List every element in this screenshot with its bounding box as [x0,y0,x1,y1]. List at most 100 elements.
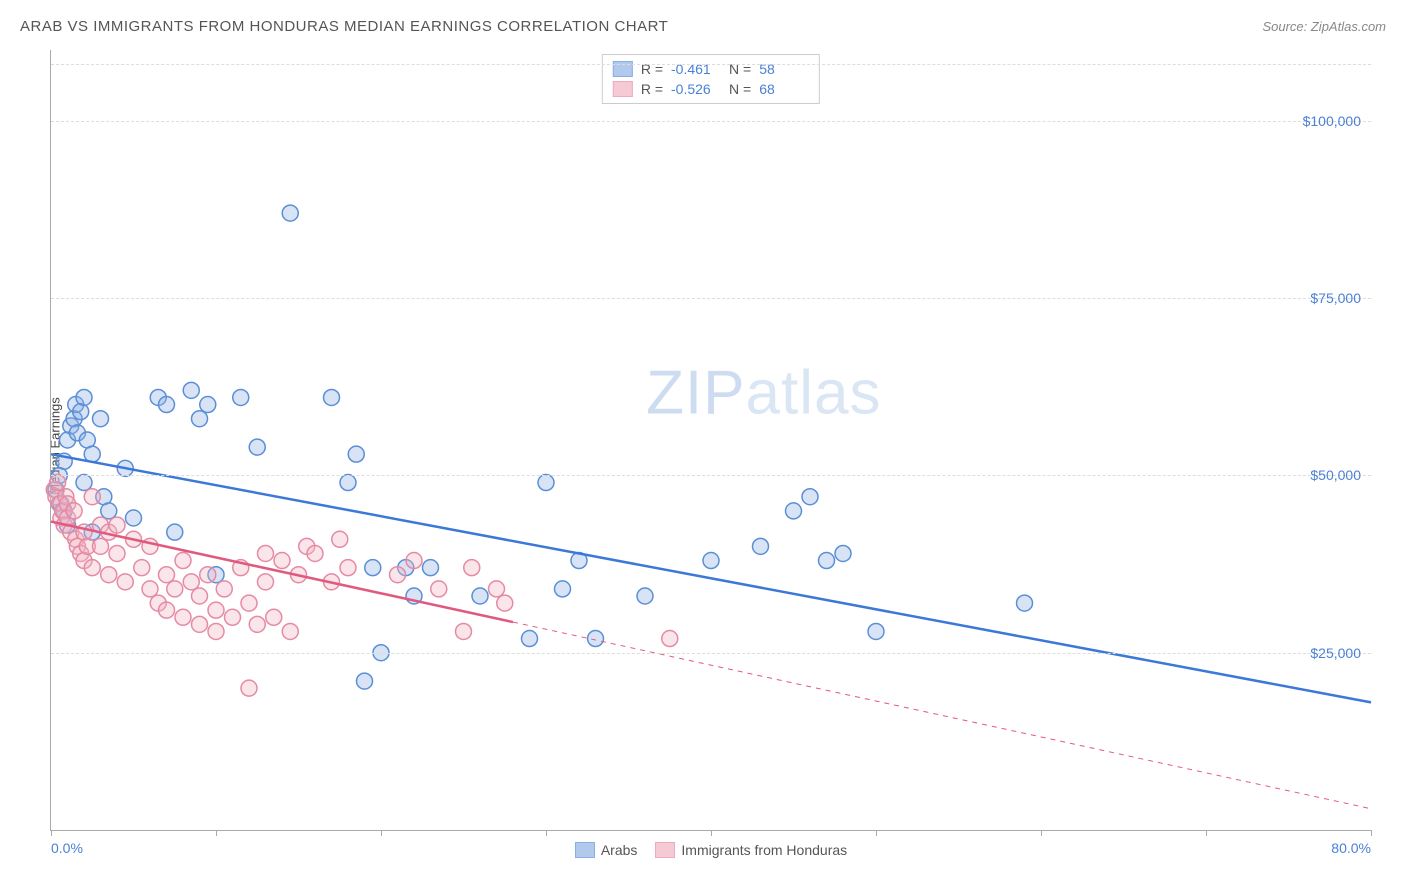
chart-title: ARAB VS IMMIGRANTS FROM HONDURAS MEDIAN … [20,18,668,35]
scatter-point [406,553,422,569]
legend-n-label: N = [729,81,751,97]
x-start-label: 0.0% [51,840,83,856]
scatter-point [835,545,851,561]
legend-swatch [655,842,675,858]
trend-line-solid [51,522,513,623]
scatter-point [159,567,175,583]
scatter-point [175,553,191,569]
scatter-point [159,397,175,413]
scatter-point [84,560,100,576]
legend-bottom: Arabs Immigrants from Honduras [51,842,1371,858]
scatter-point [348,446,364,462]
gridline-h [51,653,1371,654]
scatter-point [233,389,249,405]
scatter-point [167,581,183,597]
scatter-point [73,404,89,420]
scatter-point [1017,595,1033,611]
scatter-point [472,588,488,604]
y-tick-label: $100,000 [1303,113,1361,129]
scatter-point [76,475,92,491]
scatter-point [489,581,505,597]
scatter-point [167,524,183,540]
scatter-point [192,588,208,604]
x-tick [1041,830,1042,836]
trend-line-dashed [513,622,1371,809]
scatter-point [753,538,769,554]
scatter-point [101,503,117,519]
scatter-point [183,382,199,398]
y-tick-label: $25,000 [1310,645,1361,661]
legend-swatch [575,842,595,858]
scatter-point [66,503,82,519]
scatter-point [868,623,884,639]
scatter-point [208,602,224,618]
scatter-point [423,560,439,576]
chart-source: Source: ZipAtlas.com [1262,19,1386,34]
legend-series-name: Immigrants from Honduras [681,842,847,858]
scatter-point [241,680,257,696]
scatter-point [216,581,232,597]
scatter-point [109,545,125,561]
scatter-point [522,631,538,647]
gridline-h [51,64,1371,65]
gridline-h [51,475,1371,476]
scatter-point [456,623,472,639]
scatter-point [340,475,356,491]
legend-swatch [613,81,633,97]
scatter-point [134,560,150,576]
scatter-point [175,609,191,625]
scatter-point [76,389,92,405]
legend-n-value: 68 [759,81,809,97]
scatter-point [390,567,406,583]
scatter-point [159,602,175,618]
legend-top-row: R =-0.461N =58 [613,59,809,79]
legend-r-label: R = [641,81,663,97]
x-tick [51,830,52,836]
scatter-point [249,616,265,632]
y-tick-label: $50,000 [1310,467,1361,483]
scatter-point [208,623,224,639]
legend-series-name: Arabs [601,842,638,858]
legend-bottom-item: Arabs [575,842,638,858]
chart-plot-area: ZIPatlas R =-0.461N =58R =-0.526N =68 Ar… [50,50,1371,831]
x-tick [546,830,547,836]
x-tick [216,830,217,836]
scatter-point [786,503,802,519]
scatter-point [802,489,818,505]
scatter-point [241,595,257,611]
scatter-point [324,389,340,405]
scatter-point [662,631,678,647]
legend-top: R =-0.461N =58 R = -0.526 N = 68 [602,54,820,104]
scatter-point [192,411,208,427]
scatter-point [50,475,66,491]
scatter-point [282,623,298,639]
gridline-h [51,298,1371,299]
scatter-point [282,205,298,221]
scatter-point [225,609,241,625]
scatter-point [200,397,216,413]
scatter-point [637,588,653,604]
scatter-point [819,553,835,569]
scatter-point [192,616,208,632]
legend-top-row: R = -0.526 N = 68 [613,79,809,99]
scatter-point [109,517,125,533]
scatter-point [258,545,274,561]
legend-r-value: -0.526 [671,81,721,97]
scatter-point [249,439,265,455]
scatter-point [142,581,158,597]
scatter-point [332,531,348,547]
legend-bottom-item: Immigrants from Honduras [655,842,847,858]
x-tick [1206,830,1207,836]
scatter-point [555,581,571,597]
scatter-point [588,631,604,647]
scatter-point [84,489,100,505]
chart-header: ARAB VS IMMIGRANTS FROM HONDURAS MEDIAN … [20,18,1386,35]
scatter-point [93,411,109,427]
x-tick [876,830,877,836]
scatter-point [431,581,447,597]
scatter-point [200,567,216,583]
scatter-point [538,475,554,491]
scatter-point [497,595,513,611]
y-tick-label: $75,000 [1310,290,1361,306]
scatter-point [340,560,356,576]
